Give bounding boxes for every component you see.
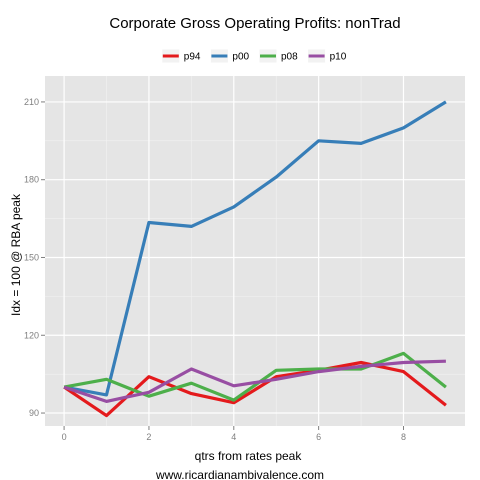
- legend-item-p08: p08: [258, 48, 298, 64]
- x-axis-label: qtrs from rates peak: [195, 449, 303, 463]
- x-tick-label: 0: [62, 432, 67, 442]
- x-tick-label: 2: [146, 432, 151, 442]
- plot-background: [45, 76, 465, 426]
- x-tick-label: 8: [401, 432, 406, 442]
- legend: p94 p00 p08 p10: [161, 48, 347, 64]
- legend-label: p94: [184, 52, 201, 63]
- y-tick-label: 150: [24, 252, 39, 262]
- y-tick-label: 90: [29, 408, 39, 418]
- legend-label: p10: [330, 52, 347, 63]
- legend-item-p10: p10: [307, 48, 347, 64]
- legend-item-p94: p94: [161, 48, 201, 64]
- y-tick-label: 180: [24, 175, 39, 185]
- legend-label: p00: [232, 52, 249, 63]
- legend-item-p00: p00: [209, 48, 250, 64]
- series-line-p00: [63, 100, 447, 397]
- legend-label: p08: [281, 52, 298, 63]
- ticks: 0 2 4 6 8 90 120 150 180 210: [24, 97, 406, 442]
- series-lines: [63, 100, 447, 418]
- y-axis-label: Idx = 100 @ RBA peak: [9, 193, 23, 316]
- y-tick-label: 210: [24, 97, 39, 107]
- series-line-p08: [63, 351, 447, 402]
- series-line-p10: [63, 359, 446, 403]
- x-tick-label: 4: [231, 432, 236, 442]
- x-tick-label: 6: [316, 432, 321, 442]
- y-tick-label: 120: [24, 330, 39, 340]
- chart-title: Corporate Gross Operating Profits: nonTr…: [109, 15, 400, 32]
- footer-url: www.ricardianambivalence.com: [155, 468, 324, 480]
